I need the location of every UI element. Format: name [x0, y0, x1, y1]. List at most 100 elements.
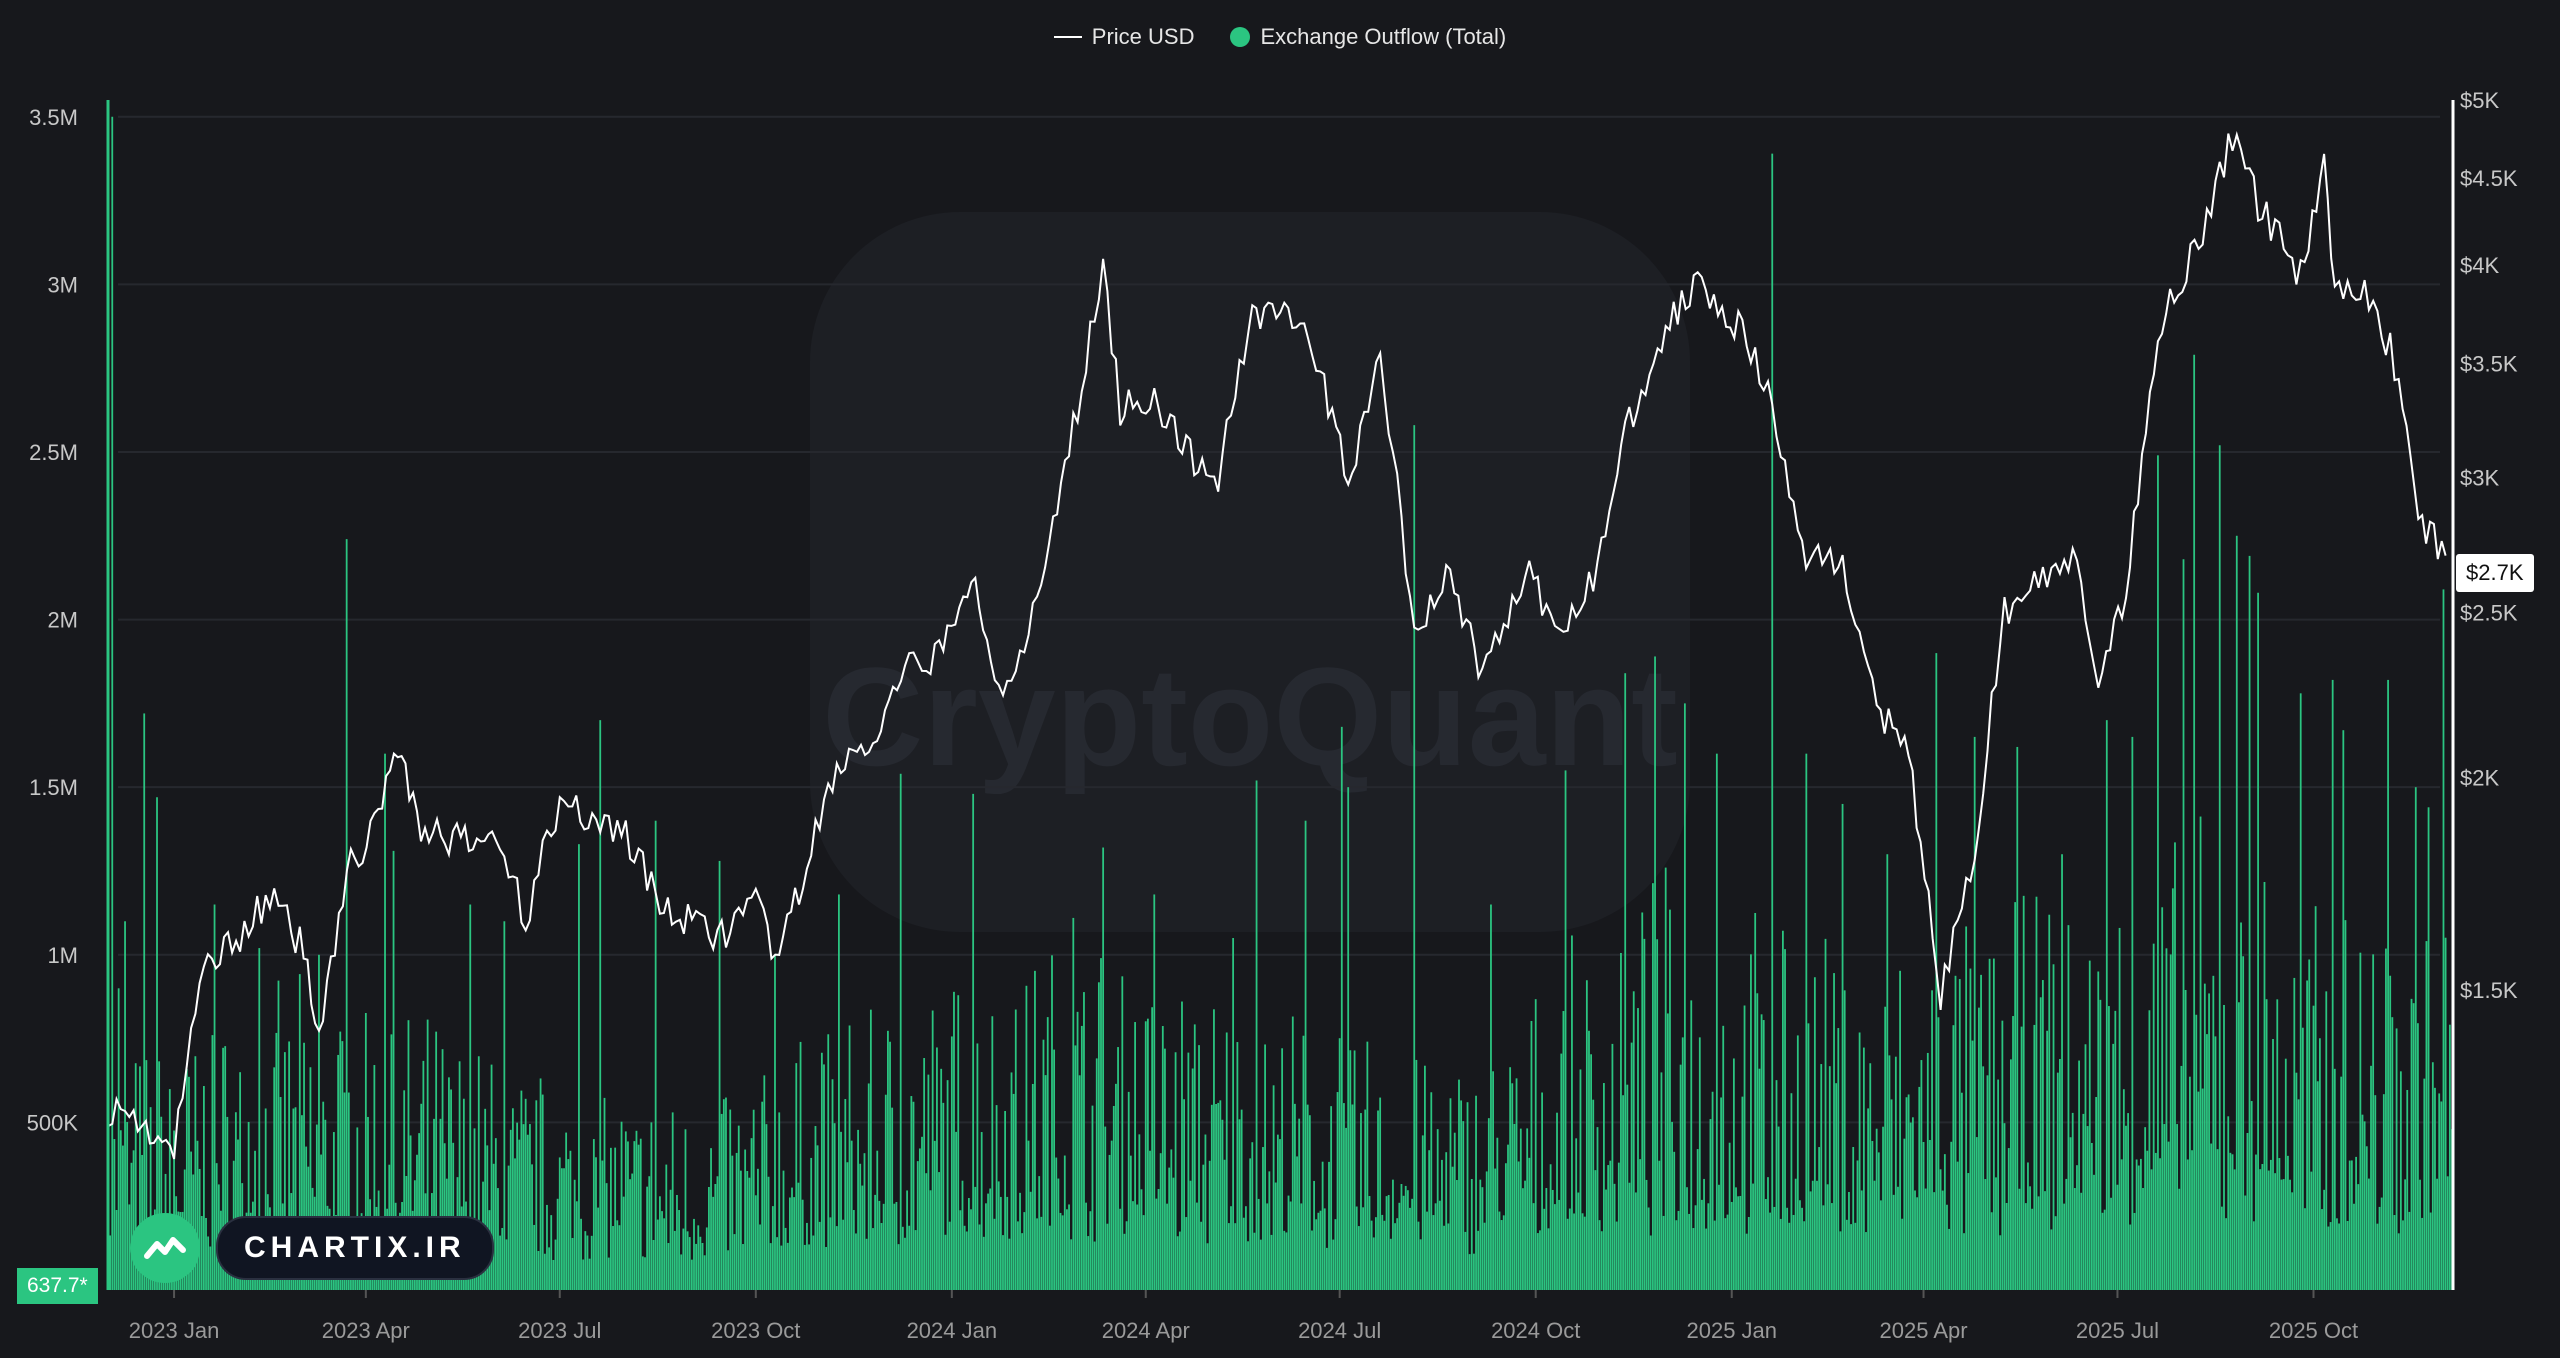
outflow-bar — [1686, 1187, 1688, 1290]
outflow-bar — [2097, 971, 2100, 1290]
y-left-tick-label: 3M — [47, 272, 78, 297]
outflow-bar — [1603, 1083, 1605, 1290]
outflow-bar — [1526, 1128, 1529, 1290]
outflow-bar — [1841, 803, 1844, 1290]
outflow-bar — [1747, 1217, 1750, 1290]
outflow-bar — [439, 1118, 442, 1290]
outflow-bar — [1257, 1198, 1260, 1290]
outflow-bar — [119, 1130, 122, 1290]
outflow-bar — [1134, 1022, 1136, 1290]
outflow-bar — [1255, 780, 1258, 1290]
outflow-bar — [2137, 1165, 2140, 1290]
outflow-bar — [1328, 1161, 1330, 1290]
outflow-bar — [2346, 1220, 2349, 1290]
outflow-bar — [1153, 894, 1156, 1290]
outflow-bar — [134, 1063, 137, 1290]
outflow-bar — [526, 1134, 529, 1290]
outflow-bar — [1605, 1189, 1607, 1290]
outflow-bar — [202, 1086, 205, 1290]
outflow-bar — [1801, 1207, 1803, 1290]
outflow-bar — [1097, 982, 1100, 1290]
legend-item-price[interactable]: Price USD — [1053, 24, 1194, 50]
outflow-bar — [1238, 1119, 1241, 1290]
outflow-bar — [595, 1157, 597, 1290]
outflow-bar — [275, 1032, 278, 1290]
outflow-bar — [872, 1228, 874, 1290]
outflow-bar — [2272, 1038, 2274, 1290]
outflow-bar — [1820, 1064, 1823, 1290]
outflow-bar — [1852, 1146, 1855, 1290]
outflow-bar — [2195, 1014, 2198, 1290]
outflow-bar — [1470, 1178, 1473, 1290]
outflow-bar — [1076, 1011, 1079, 1290]
outflow-bar — [211, 1035, 214, 1290]
outflow-bar — [2391, 1017, 2394, 1290]
legend-item-outflow[interactable]: Exchange Outflow (Total) — [1230, 24, 1506, 50]
outflow-bar — [1924, 1188, 1927, 1290]
outflow-bar — [1166, 1203, 1168, 1290]
outflow-bar — [965, 1231, 968, 1290]
outflow-bar — [972, 793, 975, 1290]
outflow-bar — [2001, 1020, 2004, 1290]
outflow-bar — [763, 1075, 766, 1290]
outflow-bar — [2327, 1226, 2330, 1290]
outflow-bar — [2184, 989, 2187, 1290]
outflow-bar — [486, 1145, 489, 1290]
outflow-bar — [2314, 906, 2317, 1290]
outflow-bar — [237, 1139, 239, 1290]
outflow-bar — [1221, 1119, 1224, 1290]
outflow-bar — [1055, 1157, 1058, 1290]
outflow-bar — [567, 1159, 570, 1290]
outflow-bar — [2014, 902, 2017, 1290]
outflow-bar — [2348, 1160, 2351, 1290]
outflow-bar — [680, 1254, 683, 1290]
outflow-bar — [946, 1080, 949, 1290]
brand-name: CHARTIX.IR — [216, 1216, 494, 1280]
outflow-bar — [1573, 1213, 1575, 1290]
outflow-bar — [2297, 1099, 2300, 1290]
outflow-bar — [1477, 1230, 1480, 1290]
outflow-bar — [1886, 854, 1889, 1290]
outflow-bar — [2380, 1197, 2383, 1290]
outflow-bar — [207, 1236, 210, 1290]
outflow-bar — [1737, 1196, 1740, 1290]
outflow-bar — [2046, 1030, 2049, 1290]
outflow-bar — [507, 1165, 510, 1290]
outflow-bar — [499, 1235, 501, 1290]
outflow-bar — [1383, 1220, 1386, 1290]
outflow-bar — [765, 1124, 768, 1290]
outflow-bar — [803, 1244, 806, 1290]
outflow-bar — [695, 1243, 698, 1290]
outflow-bar — [654, 820, 657, 1290]
outflow-bar — [1524, 1180, 1526, 1290]
outflow-bar — [974, 1186, 977, 1290]
outflow-bar — [1982, 1066, 1985, 1290]
outflow-bar — [2129, 1224, 2132, 1290]
outflow-bar — [1078, 1075, 1081, 1290]
outflow-bar — [1368, 1196, 1371, 1290]
outflow-bar — [1907, 1094, 1910, 1290]
outflow-bar — [754, 1195, 757, 1290]
outflow-bar — [961, 1180, 964, 1290]
outflow-bar — [1568, 1208, 1571, 1290]
outflow-bar — [569, 1150, 572, 1290]
outflow-bar — [1677, 1210, 1680, 1290]
outflow-bar — [1002, 1235, 1004, 1290]
outflow-bar — [2182, 559, 2185, 1290]
outflow-bar — [1074, 1045, 1077, 1290]
outflow-bar — [1641, 912, 1644, 1290]
x-tick-label: 2025 Apr — [1879, 1318, 1967, 1343]
outflow-bar — [1718, 1184, 1720, 1290]
outflow-bar — [2293, 977, 2296, 1290]
outflow-bar — [1758, 1068, 1761, 1290]
outflow-bar — [690, 1259, 693, 1290]
outflow-bar — [1479, 1179, 1482, 1290]
outflow-bar — [2306, 980, 2308, 1290]
outflow-bar — [1888, 1055, 1891, 1290]
outflow-bar — [648, 1176, 651, 1290]
outflow-bar — [989, 1188, 992, 1290]
outflow-bar — [1215, 1103, 1217, 1290]
outflow-bar — [2069, 1137, 2072, 1290]
outflow-bar — [1545, 1188, 1548, 1290]
outflow-bar — [2067, 925, 2070, 1290]
